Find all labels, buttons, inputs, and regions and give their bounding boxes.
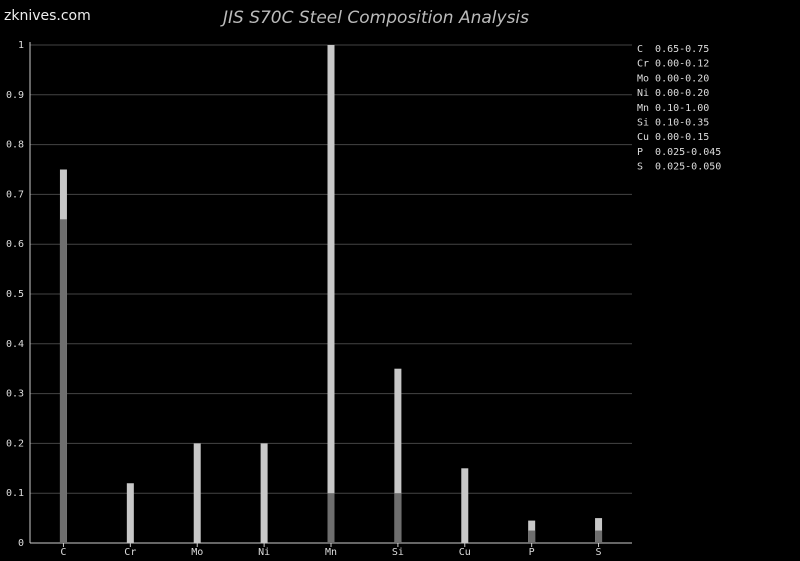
x-tick-label: P bbox=[529, 547, 535, 558]
x-tick-label: Cu bbox=[459, 547, 471, 558]
x-tick-label: C bbox=[60, 547, 66, 558]
range-label: Cr 0.00-0.12 bbox=[637, 59, 709, 70]
x-tick-label: Ni bbox=[258, 547, 270, 558]
bar bbox=[394, 493, 402, 543]
y-tick-label: 0.8 bbox=[6, 140, 24, 151]
y-tick-label: 0.7 bbox=[6, 189, 24, 200]
bar bbox=[59, 219, 67, 544]
x-tick-label: Mo bbox=[191, 547, 203, 558]
range-label: Si 0.10-0.35 bbox=[637, 118, 709, 129]
chart-title: JIS S70C Steel Composition Analysis bbox=[220, 8, 529, 28]
range-label: Ni 0.00-0.20 bbox=[637, 88, 709, 99]
range-label: C 0.65-0.75 bbox=[637, 44, 709, 55]
y-tick-label: 0.9 bbox=[6, 90, 24, 101]
y-tick-label: 0.6 bbox=[6, 239, 24, 250]
range-label: S 0.025-0.050 bbox=[637, 162, 721, 173]
range-label: Cu 0.00-0.15 bbox=[637, 132, 709, 143]
x-tick-label: Mn bbox=[325, 547, 337, 558]
range-label: Mn 0.10-1.00 bbox=[637, 103, 709, 114]
x-tick-label: Cr bbox=[124, 547, 136, 558]
y-tick-label: 0.1 bbox=[6, 488, 24, 499]
y-tick-label: 0.5 bbox=[6, 289, 24, 300]
bar bbox=[260, 443, 268, 543]
y-tick-label: 0.2 bbox=[6, 438, 24, 449]
bar bbox=[327, 45, 335, 543]
bar bbox=[193, 443, 201, 543]
bar bbox=[126, 483, 134, 543]
y-tick-label: 0.3 bbox=[6, 389, 24, 400]
range-label: P 0.025-0.045 bbox=[637, 147, 721, 158]
bar bbox=[327, 493, 335, 543]
x-tick-label: S bbox=[596, 547, 602, 558]
x-tick-label: Si bbox=[392, 547, 404, 558]
bar bbox=[461, 468, 469, 543]
bar bbox=[595, 530, 603, 543]
y-tick-label: 0.4 bbox=[6, 339, 24, 350]
bar bbox=[528, 530, 536, 543]
range-label: Mo 0.00-0.20 bbox=[637, 73, 709, 84]
bar bbox=[394, 368, 402, 543]
y-tick-label: 0 bbox=[18, 538, 24, 549]
y-tick-label: 1 bbox=[18, 40, 24, 51]
watermark: zknives.com bbox=[4, 8, 91, 24]
